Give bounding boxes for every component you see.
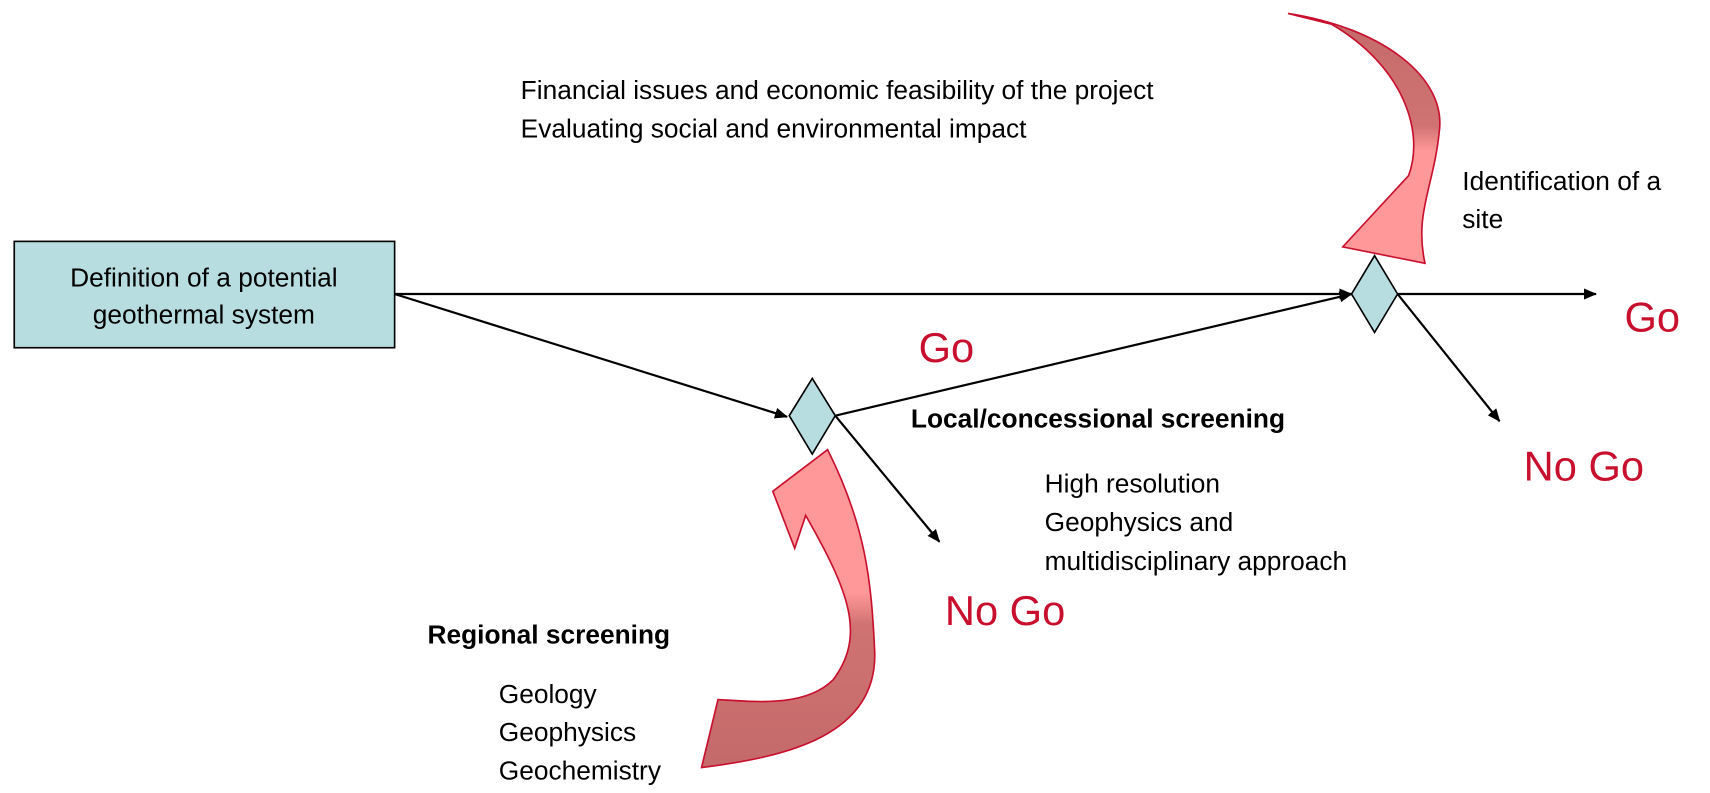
- nogo-label: No Go: [945, 587, 1065, 634]
- decision-diamond: [1350, 254, 1399, 334]
- nogo-label: No Go: [1524, 442, 1644, 489]
- start-box: [13, 240, 396, 349]
- decision-diamond: [788, 376, 837, 456]
- go-label: Go: [1625, 293, 1681, 340]
- box-label: Definition of a potential: [70, 262, 338, 292]
- curved-arrow: [1287, 12, 1441, 265]
- arrow: [834, 414, 941, 543]
- note: Evaluating social and environmental impa…: [521, 113, 1027, 143]
- stage-title: Regional screening: [428, 620, 671, 650]
- note: Geophysics and: [1045, 507, 1234, 537]
- note: Geology: [499, 679, 598, 709]
- note: High resolution: [1045, 468, 1220, 498]
- note: Geophysics: [499, 717, 636, 747]
- arrow: [835, 291, 1353, 417]
- go-label: Go: [919, 324, 975, 371]
- note: Identification of a: [1462, 166, 1661, 196]
- note: site: [1462, 204, 1503, 234]
- note: multidisciplinary approach: [1045, 546, 1348, 576]
- note: Financial issues and economic feasibilit…: [521, 75, 1155, 105]
- box-label: geothermal system: [93, 300, 315, 330]
- arrow: [394, 292, 789, 419]
- stage-title: Local/concessional screening: [911, 404, 1285, 434]
- arrow: [1396, 293, 1501, 423]
- note: Geochemistry: [499, 756, 662, 786]
- curved-arrow: [700, 448, 876, 769]
